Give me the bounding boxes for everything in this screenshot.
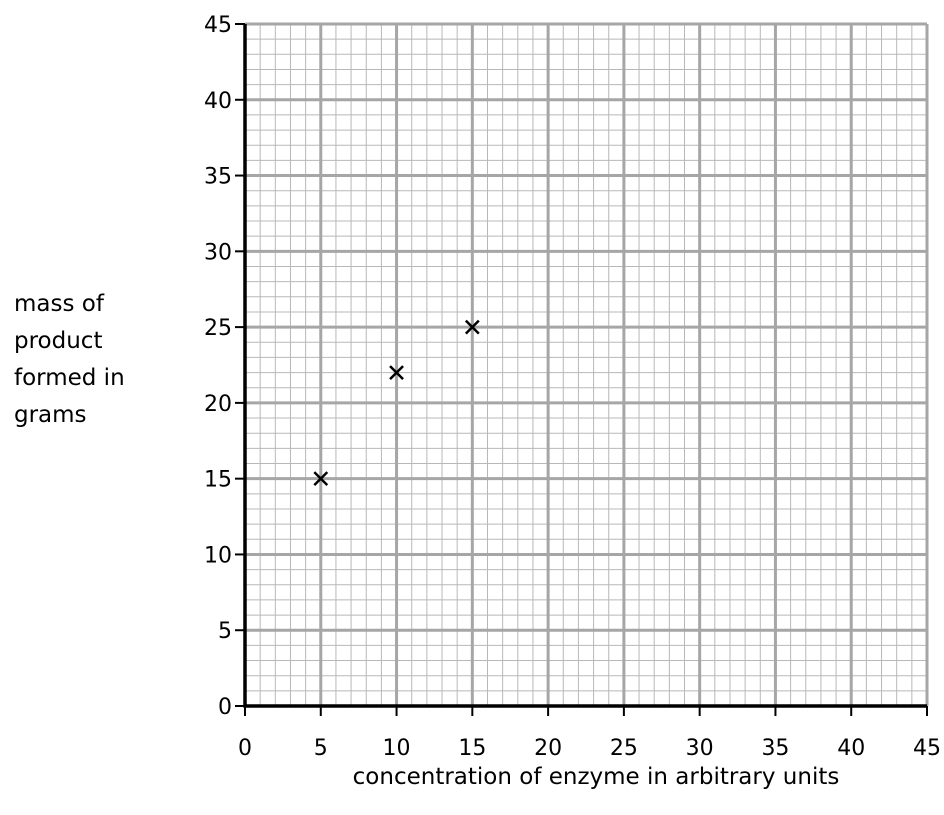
x-axis-ticks: 0 5 10 15 20 25 30 35 40 45: [238, 706, 941, 761]
x-tick-label: 30: [686, 736, 714, 761]
x-tick-label: 45: [913, 736, 941, 761]
y-tick-label: 45: [204, 13, 232, 38]
data-point: [313, 471, 329, 487]
y-tick-label: 10: [204, 543, 232, 568]
y-tick-label: 25: [204, 316, 232, 341]
y-axis-ticks: 0 5 10 15 20 25 30 35 40 45: [204, 13, 245, 720]
data-point-stroke: [464, 319, 480, 335]
x-tick-label: 10: [383, 736, 411, 761]
y-axis-title-line-3: formed in: [14, 365, 125, 391]
y-axis-title-line-4: grams: [14, 402, 87, 428]
axes: [243, 24, 927, 708]
x-tick-label: 5: [314, 736, 328, 761]
x-axis-title: concentration of enzyme in arbitrary uni…: [353, 764, 840, 790]
y-axis-title-line-2: product: [14, 328, 102, 354]
data-point: [389, 365, 404, 380]
x-tick-label: 0: [238, 736, 252, 761]
y-tick-label: 20: [204, 392, 232, 417]
data-point-stroke: [313, 471, 329, 487]
y-tick-label: 5: [218, 619, 232, 644]
y-tick-label: 40: [204, 89, 232, 114]
x-tick-label: 15: [458, 736, 486, 761]
y-axis-title-line-1: mass of: [14, 291, 105, 317]
y-tick-label: 15: [204, 468, 232, 493]
major-gridlines: [245, 22, 929, 706]
x-tick-label: 20: [534, 736, 562, 761]
x-tick-label: 25: [610, 736, 638, 761]
y-tick-label: 30: [204, 240, 232, 265]
y-tick-label: 0: [218, 695, 232, 720]
minor-gridlines: [245, 24, 927, 706]
x-tick-label: 40: [837, 736, 865, 761]
data-point-stroke: [389, 365, 404, 380]
x-tick-label: 35: [761, 736, 789, 761]
data-point: [464, 319, 480, 335]
y-tick-label: 35: [204, 165, 232, 190]
data-points: [313, 319, 480, 487]
